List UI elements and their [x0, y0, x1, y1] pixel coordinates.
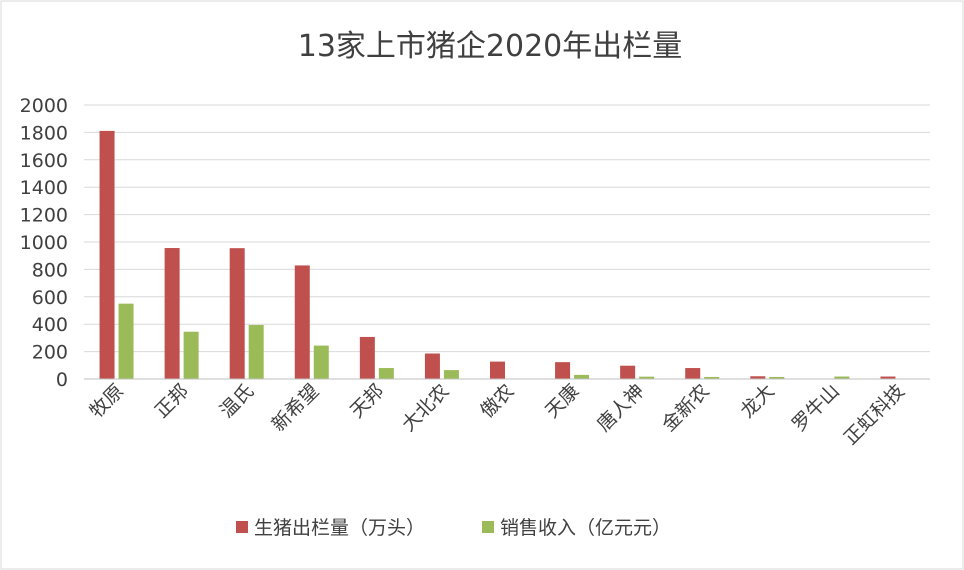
legend-label-series-2: 销售收入（亿元元）: [500, 517, 671, 539]
y-tick-label: 1600: [20, 150, 68, 172]
legend: 生猪出栏量（万头） 销售收入（亿元元）: [236, 517, 671, 539]
bar-series-2-2: [248, 325, 264, 379]
legend-label-series-1: 生猪出栏量（万头）: [254, 517, 425, 539]
bar-series-2-4: [378, 368, 394, 379]
bar-series-2-5: [443, 370, 459, 379]
y-axis-ticks: 0 200 400 600 800 1000 1200 1400 1600 1800 2000: [20, 95, 68, 391]
bar-series-1-4: [359, 336, 375, 379]
y-tick-label: 1800: [20, 122, 68, 144]
y-tick-label: 600: [32, 287, 68, 309]
bar-series-1-8: [620, 365, 636, 379]
bar-series-1-0: [99, 130, 115, 379]
bar-series-1-10: [750, 376, 766, 379]
y-tick-label: 1000: [20, 232, 68, 254]
bar-series-2-8: [639, 376, 655, 379]
bar-series-2-10: [769, 376, 785, 379]
bar-series-1-12: [880, 376, 896, 379]
bars: [99, 130, 896, 379]
bar-series-1-9: [685, 368, 701, 379]
bar-series-2-7: [574, 374, 590, 379]
bar-series-1-2: [229, 248, 245, 379]
bar-series-2-0: [118, 303, 134, 379]
gridlines: [84, 104, 930, 353]
bar-series-2-3: [313, 345, 329, 379]
bar-series-2-11: [834, 376, 850, 379]
legend-swatch-series-2: [482, 521, 494, 533]
bar-series-1-1: [164, 248, 180, 379]
chart-title: 13家上市猪企2020年出栏量: [298, 29, 683, 64]
bar-series-1-6: [490, 361, 505, 379]
bar-series-1-5: [424, 353, 440, 379]
y-tick-label: 0: [56, 369, 68, 391]
y-tick-label: 2000: [20, 95, 68, 117]
y-tick-label: 200: [32, 342, 68, 364]
bar-series-1-7: [555, 362, 571, 379]
y-tick-label: 1400: [20, 177, 68, 199]
y-tick-label: 800: [32, 259, 68, 281]
y-tick-label: 400: [32, 314, 68, 336]
legend-swatch-series-1: [236, 521, 248, 533]
bar-series-2-1: [183, 331, 199, 379]
bar-series-1-3: [294, 265, 310, 379]
y-tick-label: 1200: [20, 205, 68, 227]
bar-series-2-9: [704, 376, 720, 379]
